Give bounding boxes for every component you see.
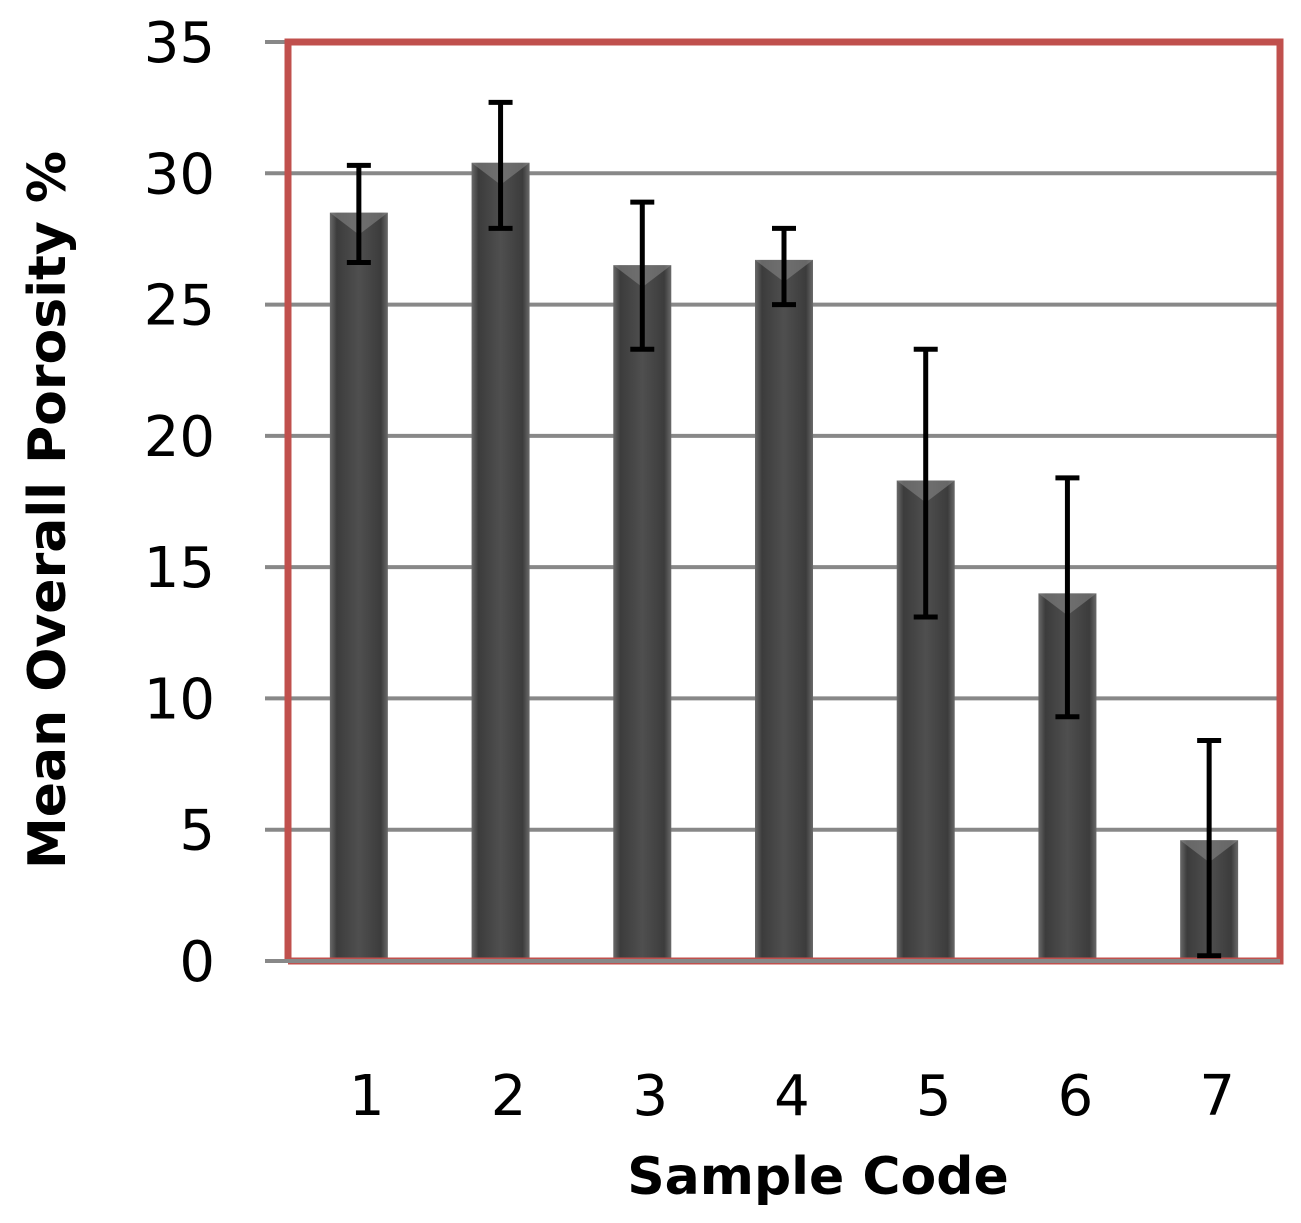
x-tick-label-7: 7 <box>1199 1064 1235 1129</box>
x-tick-label-2: 2 <box>491 1064 527 1129</box>
x-axis-title: Sample Code <box>627 1147 1009 1207</box>
bar-4 <box>755 259 813 961</box>
y-tick-label-0: 0 <box>179 930 215 995</box>
y-tick-label-10: 10 <box>144 667 215 732</box>
y-tick-label-5: 5 <box>179 799 215 864</box>
bars <box>329 162 1239 962</box>
bar-1 <box>329 212 388 961</box>
error-bars <box>346 99 1222 959</box>
y-tick-label-35: 35 <box>144 11 215 76</box>
x-axis-ticks: 1 2 3 4 5 6 7 <box>349 1064 1235 1129</box>
y-tick-label-15: 15 <box>144 536 215 601</box>
x-tick-label-3: 3 <box>632 1064 668 1129</box>
y-tick-label-25: 25 <box>144 274 215 339</box>
y-axis-ticks: 0 5 10 15 20 25 30 35 <box>144 11 215 995</box>
y-axis-title: Mean Overall Porosity % <box>18 151 78 869</box>
y-tick-label-20: 20 <box>144 405 215 470</box>
x-tick-label-6: 6 <box>1058 1064 1094 1129</box>
x-tick-label-5: 5 <box>916 1064 952 1129</box>
plot-border <box>265 38 1284 965</box>
bar-3 <box>613 265 672 962</box>
bar-2 <box>471 162 530 962</box>
x-tick-label-1: 1 <box>349 1064 385 1129</box>
y-tick-label-30: 30 <box>144 142 215 207</box>
x-tick-label-4: 4 <box>774 1064 810 1129</box>
